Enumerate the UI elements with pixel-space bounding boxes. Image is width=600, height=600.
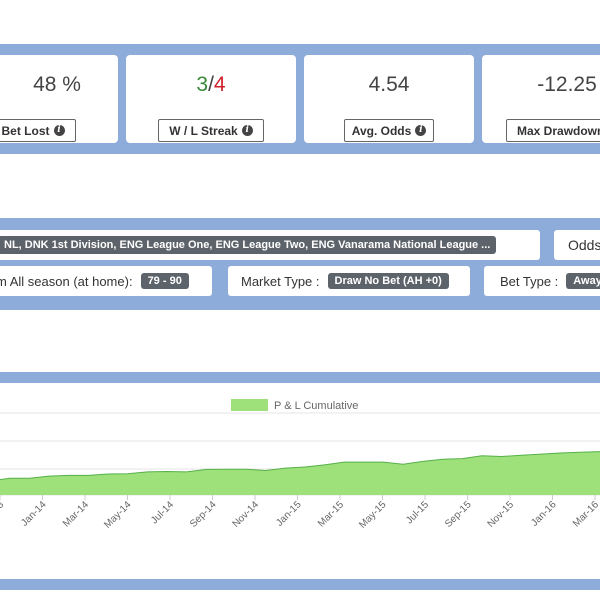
stat-label-wl-streak[interactable]: W / L Streak i — [158, 119, 264, 142]
stat-value-wl-streak: 3/4 — [126, 73, 296, 97]
info-icon[interactable]: i — [53, 125, 65, 136]
stat-label-max-drawdown[interactable]: Max Drawdown — [506, 119, 600, 142]
stat-label-text: W / L Streak — [169, 123, 238, 138]
stat-card-wl-streak: 3/4 W / L Streak i — [126, 55, 296, 143]
stat-label-text: Max Drawdown — [517, 123, 600, 138]
bottom-band — [0, 580, 600, 590]
chart-band: P & L Cumulative …13 Jan-14 Mar-14 May-14 Ju… — [0, 372, 600, 590]
range-filter-label: m All season (at home): — [0, 273, 133, 289]
chart-area — [0, 451, 600, 495]
bet-type-label: Bet Type : — [500, 273, 559, 289]
filters-band: NL, DNK 1st Division, ENG League One, EN… — [0, 218, 600, 310]
stat-card-max-drawdown: -12.25 Max Drawdown — [482, 55, 600, 143]
x-tick-label: May-15 — [357, 499, 389, 531]
range-filter[interactable]: m All season (at home): 79 - 90 — [0, 266, 212, 296]
stat-card-avg-odds: 4.54 Avg. Odds i — [304, 55, 474, 143]
x-tick-label: Jul-14 — [149, 499, 176, 526]
drawdown-value-text: -12.25 — [537, 73, 597, 96]
market-type-label: Market Type : — [241, 273, 320, 289]
range-filter-value: 79 - 90 — [140, 273, 189, 289]
info-icon[interactable]: i — [241, 125, 253, 136]
info-icon[interactable]: i — [415, 125, 427, 136]
odds-filter-label: Odds — [568, 237, 600, 253]
odds-filter[interactable]: Odds — [554, 230, 600, 260]
stat-value-bet-lost: 48 % — [33, 73, 81, 96]
x-tick-label: Jan-16 — [529, 499, 559, 529]
x-tick-label: Jan-14 — [19, 499, 49, 529]
x-tick-label: Mar-14 — [61, 499, 91, 529]
x-tick-label: May-14 — [102, 499, 134, 531]
streak-separator: / — [208, 73, 214, 96]
stat-value-max-drawdown: -12.25 — [482, 73, 600, 97]
market-type-filter[interactable]: Market Type : Draw No Bet (AH +0) — [228, 266, 470, 296]
x-tick-label: Jan-15 — [274, 499, 304, 529]
stat-label-avg-odds[interactable]: Avg. Odds i — [344, 119, 434, 142]
loss-streak-value: 4 — [213, 73, 226, 96]
leagues-tag: NL, DNK 1st Division, ENG League One, EN… — [0, 236, 497, 254]
x-tick-label: Nov-14 — [231, 499, 262, 530]
x-tick-label: Mar-16 — [571, 499, 600, 529]
stat-label-text: % Bet Lost — [0, 123, 50, 138]
pl-area-series[interactable] — [0, 451, 600, 495]
pl-line-series — [0, 451, 600, 481]
chart-legend[interactable]: P & L Cumulative — [231, 399, 358, 412]
x-tick-label: …13 — [0, 499, 6, 522]
x-tick-label: Mar-15 — [316, 499, 346, 529]
bet-type-filter[interactable]: Bet Type : Away — [484, 266, 600, 296]
stat-label-text: Avg. Odds — [351, 123, 412, 138]
market-type-value: Draw No Bet (AH +0) — [327, 273, 449, 289]
legend-label: P & L Cumulative — [274, 400, 358, 412]
x-tick-label: Sep-14 — [188, 499, 219, 530]
pl-cumulative-chart: P & L Cumulative …13 Jan-14 Mar-14 May-14 Ju… — [0, 399, 600, 531]
bet-type-value: Away — [566, 273, 600, 289]
chart-container: P & L Cumulative …13 Jan-14 Mar-14 May-14 Ju… — [0, 383, 600, 579]
x-axis-ticks: …13 Jan-14 Mar-14 May-14 Jul-14 Sep-14 Nov-14 J… — [0, 495, 600, 531]
x-tick-label: Nov-15 — [486, 499, 517, 530]
league-filter[interactable]: NL, DNK 1st Division, ENG League One, EN… — [0, 230, 540, 260]
x-tick-label: Jul-15 — [404, 499, 431, 526]
x-tick-label: Sep-15 — [443, 499, 474, 530]
legend-swatch — [231, 399, 268, 411]
stat-value-avg-odds: 4.54 — [368, 73, 410, 96]
win-streak-value: 3 — [196, 73, 209, 96]
